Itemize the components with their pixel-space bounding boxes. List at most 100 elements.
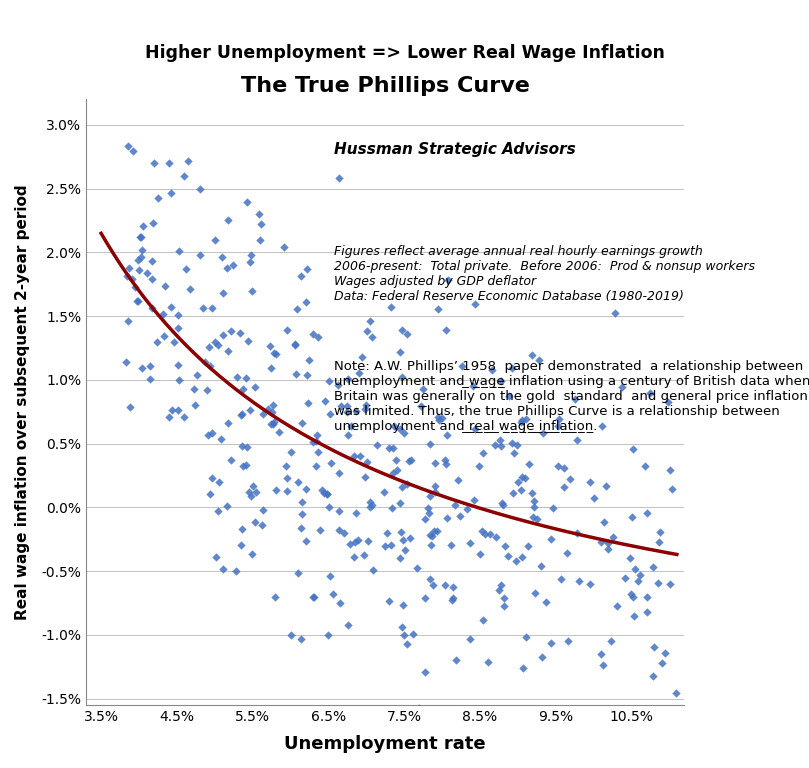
- Point: [651, 577, 664, 589]
- Point: [417, 383, 430, 396]
- X-axis label: Unemployment rate: Unemployment rate: [285, 735, 486, 753]
- Point: [450, 654, 463, 666]
- Point: [333, 467, 346, 479]
- Point: [601, 543, 614, 555]
- Point: [244, 404, 256, 416]
- Point: [424, 529, 437, 541]
- Point: [429, 457, 442, 469]
- Point: [256, 504, 269, 516]
- Text: Figures reflect average annual real hourly earnings growth
2006-present:  Total : Figures reflect average annual real hour…: [334, 245, 756, 303]
- Point: [320, 488, 333, 501]
- Point: [204, 488, 217, 500]
- Point: [432, 303, 445, 316]
- Point: [396, 534, 409, 546]
- Point: [557, 481, 570, 493]
- Point: [619, 571, 632, 584]
- Point: [526, 511, 539, 523]
- Point: [439, 454, 452, 466]
- Point: [133, 264, 146, 276]
- Point: [145, 273, 158, 285]
- Point: [482, 656, 495, 668]
- Point: [359, 402, 372, 415]
- Point: [178, 170, 191, 182]
- Point: [396, 371, 409, 383]
- Point: [245, 489, 258, 502]
- Point: [527, 501, 540, 513]
- Point: [629, 563, 642, 575]
- Point: [222, 214, 235, 226]
- Point: [269, 348, 282, 360]
- Point: [583, 578, 596, 590]
- Point: [460, 503, 473, 515]
- Point: [388, 420, 400, 432]
- Point: [250, 486, 263, 498]
- Point: [165, 187, 178, 199]
- Point: [306, 436, 319, 449]
- Point: [647, 670, 660, 682]
- Point: [193, 249, 206, 261]
- Point: [495, 375, 508, 387]
- Point: [224, 454, 237, 466]
- Point: [421, 502, 434, 514]
- Point: [489, 439, 502, 452]
- Point: [515, 472, 528, 484]
- Point: [468, 494, 481, 506]
- Point: [632, 574, 645, 587]
- Point: [311, 446, 324, 458]
- Point: [553, 412, 565, 425]
- Point: [536, 651, 549, 664]
- Point: [423, 439, 436, 451]
- Point: [252, 208, 265, 220]
- Point: [237, 459, 250, 472]
- Point: [474, 548, 487, 560]
- Point: [477, 614, 489, 627]
- Point: [172, 323, 184, 335]
- Point: [144, 373, 157, 386]
- Point: [324, 457, 337, 469]
- Point: [519, 631, 532, 643]
- Point: [132, 254, 145, 266]
- Point: [324, 408, 337, 420]
- Point: [301, 396, 314, 409]
- Point: [335, 400, 348, 412]
- Point: [188, 399, 201, 411]
- Point: [364, 496, 377, 508]
- Point: [424, 538, 437, 551]
- Point: [502, 550, 515, 562]
- Point: [296, 508, 309, 520]
- Point: [426, 530, 438, 542]
- Point: [464, 633, 477, 645]
- Point: [249, 381, 262, 393]
- Point: [418, 666, 431, 678]
- Point: [214, 433, 227, 445]
- Point: [145, 302, 158, 314]
- Point: [498, 600, 510, 612]
- Point: [638, 460, 651, 472]
- Point: [508, 447, 521, 459]
- Point: [341, 406, 354, 419]
- Point: [596, 420, 609, 432]
- Point: [519, 413, 532, 425]
- Point: [494, 579, 507, 591]
- Point: [341, 373, 354, 386]
- Point: [468, 423, 481, 435]
- Point: [234, 326, 247, 339]
- Point: [209, 336, 222, 348]
- Point: [643, 386, 656, 399]
- Point: [360, 399, 373, 412]
- Point: [289, 339, 302, 351]
- Point: [485, 363, 498, 376]
- Point: [515, 551, 528, 564]
- Point: [418, 592, 431, 604]
- Point: [172, 359, 184, 371]
- Point: [204, 360, 217, 372]
- Point: [364, 315, 377, 327]
- Point: [277, 241, 290, 253]
- Point: [222, 345, 235, 357]
- Point: [599, 480, 612, 492]
- Point: [196, 302, 209, 314]
- Point: [123, 263, 136, 275]
- Point: [493, 434, 506, 446]
- Point: [663, 464, 676, 476]
- Point: [163, 410, 176, 422]
